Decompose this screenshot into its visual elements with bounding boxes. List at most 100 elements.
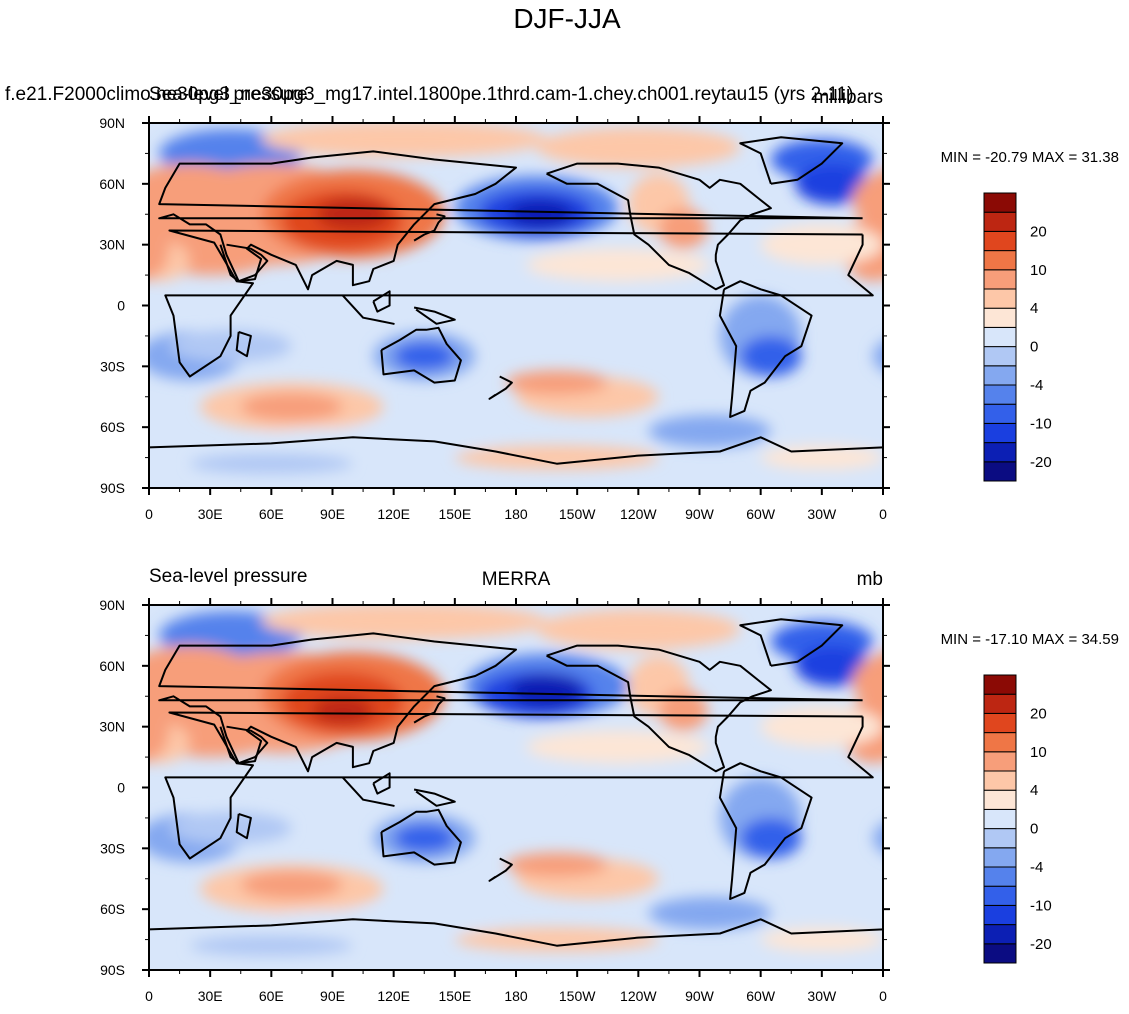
coastline: [158, 632, 863, 773]
coastline: [372, 290, 391, 313]
anomaly-region: [536, 127, 741, 168]
coastline: [341, 776, 395, 807]
colorbar-segment: [983, 885, 1017, 906]
lat-tick-label: 30N: [99, 237, 125, 253]
anomaly-region: [526, 248, 710, 282]
colorbar-segment: [983, 693, 1017, 714]
coastline: [149, 918, 883, 947]
anomaly-region: [760, 706, 883, 747]
lon-tick-label: 30E: [198, 506, 223, 522]
coastline: [718, 762, 813, 900]
anomaly-region: [795, 645, 869, 687]
anomaly-region: [795, 163, 869, 205]
colorbar-segment: [983, 770, 1017, 791]
anomaly-region: [760, 224, 883, 265]
colorbar-segment: [983, 943, 1017, 964]
coastline: [739, 618, 844, 667]
colorbar-segment: [983, 674, 1017, 695]
anomaly-region: [454, 927, 659, 952]
colorbar-tick-label: 4: [1030, 782, 1038, 799]
colorbar-tick-label: 10: [1030, 744, 1047, 761]
anomaly-region: [872, 341, 883, 371]
coastline: [341, 294, 395, 325]
anomaly-region: [169, 329, 292, 363]
lon-tick-label: 90E: [320, 988, 345, 1004]
panel-merra-center-title: MERRA: [482, 569, 551, 590]
colorbar-segment: [983, 346, 1017, 367]
anomaly-region: [393, 342, 455, 371]
anomaly-region: [240, 870, 343, 900]
anomaly-region: [509, 673, 584, 707]
colorbar-tick-label: -10: [1030, 897, 1052, 914]
panel-merra-right-title: mb: [857, 569, 883, 590]
anomaly-region: [189, 935, 353, 956]
coastline: [158, 150, 863, 291]
lon-tick-label: 30W: [807, 506, 837, 522]
colorbar-segment: [983, 211, 1017, 232]
lon-tick-label: 150W: [559, 506, 596, 522]
lon-tick-label: 90W: [685, 988, 715, 1004]
colorbar-segment: [983, 365, 1017, 386]
anomaly-region: [189, 453, 353, 474]
lat-tick-label: 60S: [100, 419, 125, 435]
lat-tick-label: 0: [117, 298, 125, 314]
colorbar-tick-label: -10: [1030, 415, 1052, 432]
coastline: [235, 812, 252, 840]
lat-tick-label: 30S: [100, 358, 125, 374]
colorbar-tick-label: 20: [1030, 223, 1047, 240]
lon-tick-label: 120W: [620, 506, 657, 522]
panel-model: f.e21.F2000climo.ne30pg3_ne30pg3_mg17.in…: [5, 84, 1119, 522]
anomaly-region: [648, 897, 771, 930]
anomaly-region: [740, 335, 802, 377]
panel-merra: Sea-level pressure MERRA mb MIN = -17.10…: [99, 566, 1119, 1004]
anomaly-region: [316, 198, 390, 231]
coastline: [149, 436, 883, 465]
lon-tick-label: 0: [145, 506, 153, 522]
colorbar-tick-label: -20: [1030, 454, 1052, 471]
colorbar-tick-label: 10: [1030, 262, 1047, 279]
coastline: [488, 375, 513, 400]
lon-tick-label: 120E: [377, 988, 410, 1004]
coastline: [546, 644, 772, 773]
colorbar-tick-label: 0: [1030, 339, 1038, 356]
anomaly-region: [149, 218, 170, 280]
anomaly-region: [852, 652, 883, 713]
panel-model-colorbar: 20 10 4 0 -4 -10 -20: [983, 192, 1052, 482]
panel-model-map: [149, 123, 883, 488]
colorbar-tick-label: 4: [1030, 300, 1038, 317]
coastline: [372, 772, 391, 795]
lon-tick-label: 150E: [438, 506, 471, 522]
lat-tick-label: 90N: [99, 115, 125, 131]
lon-tick-label: 30E: [198, 988, 223, 1004]
panel-merra-stats: MIN = -17.10 MAX = 34.59: [941, 631, 1119, 648]
anomaly-region: [261, 123, 547, 158]
colorbar-segment: [983, 269, 1017, 290]
colorbar-segment: [983, 442, 1017, 463]
lat-tick-label: 0: [117, 780, 125, 796]
lon-tick-label: 60E: [259, 988, 284, 1004]
anomaly-region: [250, 909, 496, 930]
panel-merra-colorbar: 20 10 4 0 -4 -10 -20: [983, 674, 1052, 964]
anomaly-region: [507, 200, 574, 229]
coastline: [413, 306, 456, 325]
coastline: [718, 280, 813, 418]
colorbar-segment: [983, 403, 1017, 424]
colorbar-segment: [983, 192, 1017, 213]
lon-tick-label: 120E: [377, 506, 410, 522]
colorbar-segment: [983, 384, 1017, 405]
coastline: [413, 695, 446, 724]
colorbar-tick-label: 20: [1030, 705, 1047, 722]
anomaly-region: [536, 609, 741, 650]
anomaly-region: [526, 730, 710, 764]
lon-tick-label: 30W: [807, 988, 837, 1004]
colorbar-segment: [983, 307, 1017, 328]
lat-tick-label: 60N: [99, 658, 125, 674]
colorbar-segment: [983, 828, 1017, 849]
lon-tick-label: 60W: [746, 506, 776, 522]
panel-model-stats: MIN = -20.79 MAX = 31.38: [941, 149, 1119, 166]
panel-merra-map: [149, 605, 883, 970]
lat-tick-label: 90S: [100, 962, 125, 978]
lat-tick-label: 60N: [99, 176, 125, 192]
coastline: [413, 213, 446, 242]
colorbar-segment: [983, 250, 1017, 271]
